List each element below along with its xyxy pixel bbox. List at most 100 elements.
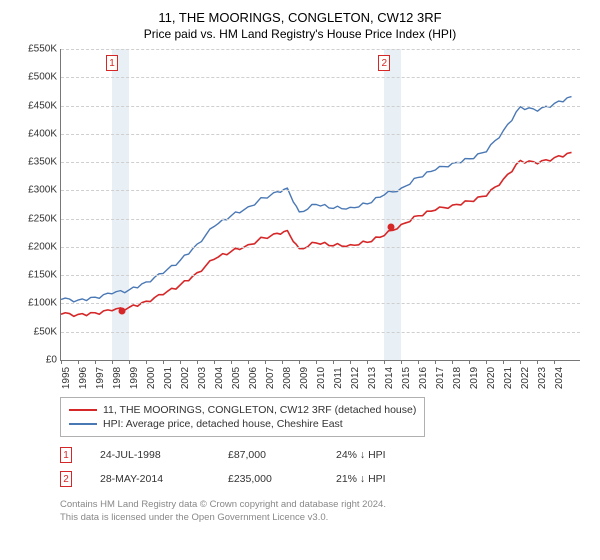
x-tick bbox=[197, 360, 198, 364]
x-axis-label: 1996 bbox=[78, 367, 89, 389]
x-axis-label: 1998 bbox=[112, 367, 123, 389]
series-line bbox=[61, 152, 572, 316]
legend-label: 11, THE MOORINGS, CONGLETON, CW12 3RF (d… bbox=[103, 404, 416, 416]
sale-point bbox=[388, 224, 395, 231]
x-axis-label: 2002 bbox=[180, 367, 191, 389]
x-axis-label: 2022 bbox=[520, 367, 531, 389]
sales-table: 124-JUL-1998£87,00024% ↓ HPI228-MAY-2014… bbox=[60, 443, 584, 491]
footer-line-1: Contains HM Land Registry data © Crown c… bbox=[60, 499, 584, 512]
x-tick bbox=[265, 360, 266, 364]
x-tick bbox=[452, 360, 453, 364]
gridline bbox=[61, 332, 580, 333]
x-axis-label: 1999 bbox=[129, 367, 140, 389]
x-tick bbox=[333, 360, 334, 364]
chart-area: £0£50K£100K£150K£200K£250K£300K£350K£400… bbox=[60, 49, 580, 389]
x-tick bbox=[537, 360, 538, 364]
sale-marker: 1 bbox=[106, 55, 118, 71]
legend-row: 11, THE MOORINGS, CONGLETON, CW12 3RF (d… bbox=[69, 403, 416, 417]
y-axis-label: £200K bbox=[28, 241, 57, 252]
plot-region: £0£50K£100K£150K£200K£250K£300K£350K£400… bbox=[60, 49, 580, 361]
x-axis-label: 2009 bbox=[299, 367, 310, 389]
x-axis-label: 2007 bbox=[265, 367, 276, 389]
x-tick bbox=[316, 360, 317, 364]
sale-delta: 21% ↓ HPI bbox=[336, 473, 436, 485]
x-tick bbox=[112, 360, 113, 364]
x-tick bbox=[129, 360, 130, 364]
x-tick bbox=[503, 360, 504, 364]
x-tick bbox=[367, 360, 368, 364]
x-axis-label: 2004 bbox=[214, 367, 225, 389]
x-axis-label: 2000 bbox=[146, 367, 157, 389]
x-axis-label: 2024 bbox=[554, 367, 565, 389]
legend: 11, THE MOORINGS, CONGLETON, CW12 3RF (d… bbox=[60, 397, 425, 437]
x-axis-label: 2013 bbox=[367, 367, 378, 389]
x-tick bbox=[299, 360, 300, 364]
x-tick bbox=[146, 360, 147, 364]
x-tick bbox=[520, 360, 521, 364]
y-axis-label: £350K bbox=[28, 157, 57, 168]
x-tick bbox=[282, 360, 283, 364]
y-axis-label: £300K bbox=[28, 185, 57, 196]
y-axis-label: £550K bbox=[28, 44, 57, 55]
x-tick bbox=[554, 360, 555, 364]
x-axis-label: 2003 bbox=[197, 367, 208, 389]
x-tick bbox=[78, 360, 79, 364]
x-axis-label: 2018 bbox=[452, 367, 463, 389]
x-axis-label: 2021 bbox=[503, 367, 514, 389]
sale-point bbox=[118, 307, 125, 314]
x-tick bbox=[61, 360, 62, 364]
x-axis-label: 1997 bbox=[95, 367, 106, 389]
gridline bbox=[61, 77, 580, 78]
x-tick bbox=[163, 360, 164, 364]
x-axis-label: 2010 bbox=[316, 367, 327, 389]
y-axis-label: £500K bbox=[28, 72, 57, 83]
sale-delta: 24% ↓ HPI bbox=[336, 449, 436, 461]
y-axis-label: £450K bbox=[28, 100, 57, 111]
y-axis-label: £150K bbox=[28, 270, 57, 281]
gridline bbox=[61, 49, 580, 50]
gridline bbox=[61, 219, 580, 220]
y-axis-label: £0 bbox=[46, 355, 57, 366]
x-axis-label: 2012 bbox=[350, 367, 361, 389]
y-axis-label: £400K bbox=[28, 128, 57, 139]
sale-price: £87,000 bbox=[228, 449, 308, 461]
sale-date: 28-MAY-2014 bbox=[100, 473, 200, 485]
x-axis-label: 2001 bbox=[163, 367, 174, 389]
footer-line-2: This data is licensed under the Open Gov… bbox=[60, 512, 584, 525]
gridline bbox=[61, 247, 580, 248]
y-axis-label: £250K bbox=[28, 213, 57, 224]
chart-subtitle: Price paid vs. HM Land Registry's House … bbox=[16, 27, 584, 41]
gridline bbox=[61, 190, 580, 191]
x-axis-label: 2014 bbox=[384, 367, 395, 389]
legend-swatch bbox=[69, 409, 97, 411]
x-tick bbox=[231, 360, 232, 364]
x-axis-label: 2017 bbox=[435, 367, 446, 389]
legend-label: HPI: Average price, detached house, Ches… bbox=[103, 418, 343, 430]
x-axis-label: 1995 bbox=[61, 367, 72, 389]
chart-title: 11, THE MOORINGS, CONGLETON, CW12 3RF bbox=[16, 10, 584, 25]
x-axis-label: 2006 bbox=[248, 367, 259, 389]
legend-swatch bbox=[69, 423, 97, 425]
gridline bbox=[61, 303, 580, 304]
x-axis-label: 2020 bbox=[486, 367, 497, 389]
sale-date: 24-JUL-1998 bbox=[100, 449, 200, 461]
x-tick bbox=[214, 360, 215, 364]
x-axis-label: 2005 bbox=[231, 367, 242, 389]
sale-row: 124-JUL-1998£87,00024% ↓ HPI bbox=[60, 443, 584, 467]
x-axis-label: 2019 bbox=[469, 367, 480, 389]
x-tick bbox=[469, 360, 470, 364]
x-tick bbox=[180, 360, 181, 364]
gridline bbox=[61, 162, 580, 163]
x-tick bbox=[435, 360, 436, 364]
sale-price: £235,000 bbox=[228, 473, 308, 485]
x-axis-label: 2016 bbox=[418, 367, 429, 389]
footer-attribution: Contains HM Land Registry data © Crown c… bbox=[60, 499, 584, 525]
x-axis-label: 2015 bbox=[401, 367, 412, 389]
x-tick bbox=[95, 360, 96, 364]
gridline bbox=[61, 275, 580, 276]
x-axis-label: 2023 bbox=[537, 367, 548, 389]
x-tick bbox=[401, 360, 402, 364]
gridline bbox=[61, 106, 580, 107]
x-tick bbox=[418, 360, 419, 364]
sale-marker: 2 bbox=[378, 55, 390, 71]
